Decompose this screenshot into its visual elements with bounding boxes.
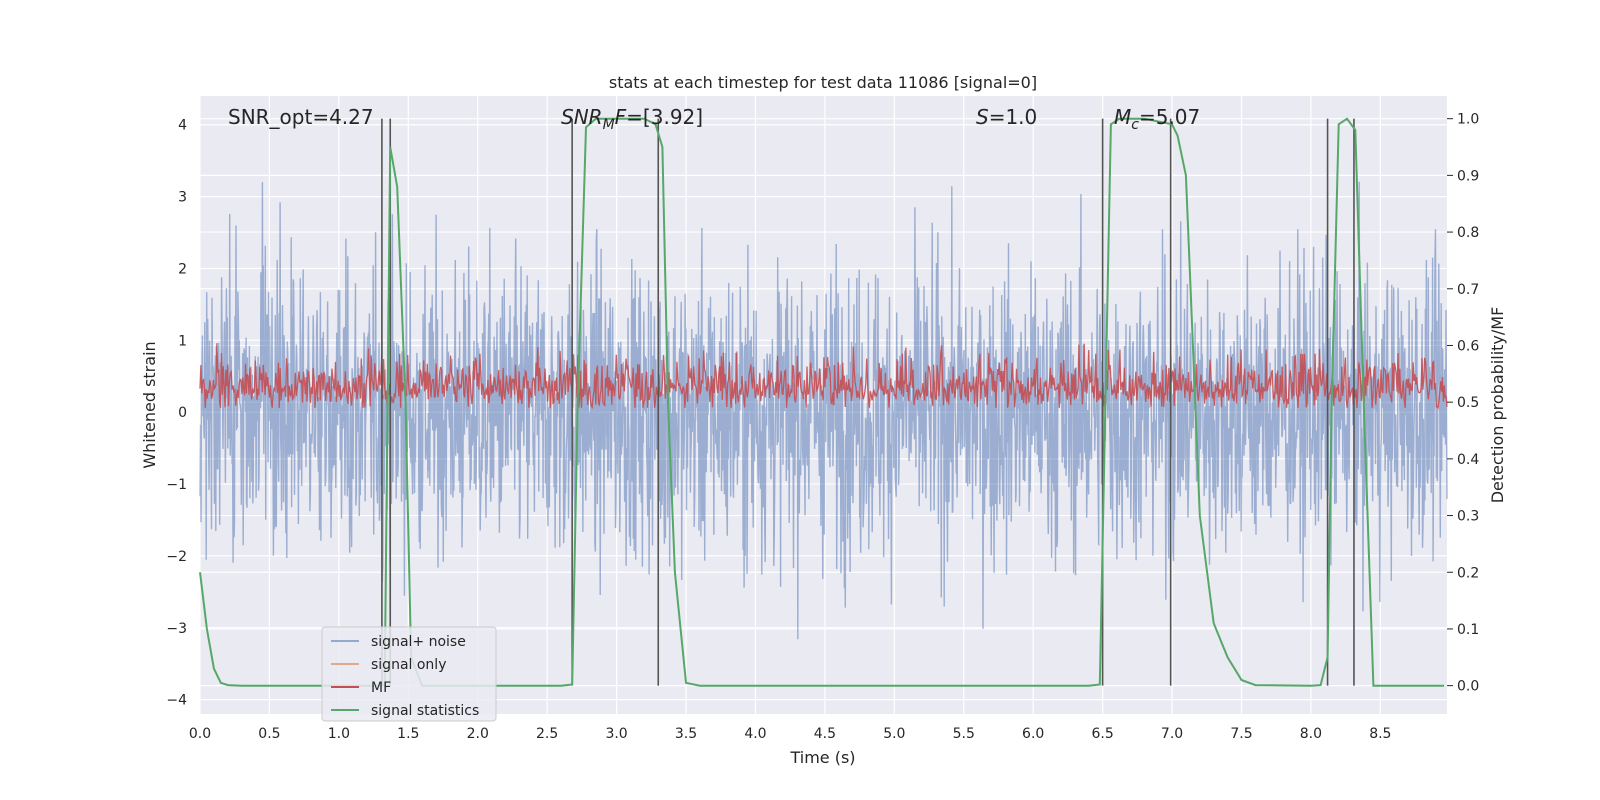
x-tick-label: 2.0 [467, 726, 489, 742]
y-tick-label: 0 [178, 405, 187, 421]
x-tick-label: 8.5 [1369, 726, 1391, 742]
x-tick-label: 6.0 [1022, 726, 1044, 742]
y-tick-label: 1 [178, 333, 187, 349]
series-signal-noise [199, 181, 1448, 640]
y-axis-label: Whitened strain [140, 341, 159, 468]
y2-tick-label: 1.0 [1457, 112, 1479, 128]
x-tick-label: 7.0 [1161, 726, 1183, 742]
x-tick-label: 5.0 [883, 726, 905, 742]
y2-tick-label: 0.0 [1457, 679, 1479, 695]
x-tick-label: 5.5 [953, 726, 975, 742]
x-tick-label: 1.5 [397, 726, 419, 742]
y2-tick-label: 0.1 [1457, 622, 1479, 638]
legend-label-signal-only: signal only [371, 657, 446, 673]
y-tick-label: −1 [166, 477, 187, 493]
y2-tick-label: 0.4 [1457, 452, 1479, 468]
legend-label-signal-noise: signal+ noise [371, 634, 466, 650]
y2-tick-label: 0.3 [1457, 509, 1479, 525]
x-tick-label: 4.5 [814, 726, 836, 742]
y-tick-label: 2 [178, 261, 187, 277]
chart-title: stats at each timestep for test data 110… [609, 73, 1037, 92]
x-tick-label: 3.5 [675, 726, 697, 742]
y2-axis-label: Detection probability/MF [1488, 307, 1507, 504]
x-tick-label: 1.0 [328, 726, 350, 742]
x-tick-label: 2.5 [536, 726, 558, 742]
vertical-markers [381, 118, 1355, 686]
x-tick-label: 3.0 [605, 726, 627, 742]
x-axis-label: Time (s) [789, 748, 855, 767]
legend-label-mf: MF [371, 680, 391, 696]
annotation-s: S=1.0 [976, 105, 1037, 129]
y2-tick-label: 0.2 [1457, 565, 1479, 581]
x-tick-label: 7.5 [1230, 726, 1252, 742]
mf-line [199, 343, 1448, 410]
y-tick-label: 3 [178, 190, 187, 206]
y2-tick-label: 0.6 [1457, 338, 1479, 354]
x-axis-ticks: 0.0 0.5 1.0 1.5 2.0 2.5 3.0 3.5 4.0 4.5 5.0 5.5 6.0 6… [189, 726, 1392, 742]
annotation-snr-opt: SNR_opt=4.27 [228, 105, 374, 129]
y2-tick-label: 0.8 [1457, 225, 1479, 241]
y2-tick-label: 0.9 [1457, 168, 1479, 184]
y-tick-label: −2 [166, 549, 187, 565]
y2-tick-label: 0.7 [1457, 282, 1479, 298]
x-tick-label: 0.5 [258, 726, 280, 742]
y-axis-ticks: 4 3 2 1 0 −1 −2 −3 −4 [166, 118, 187, 709]
noise-line [199, 181, 1448, 640]
y-tick-label: 4 [178, 118, 187, 134]
y2-axis-ticks: 1.0 0.9 0.8 0.7 0.6 0.5 0.4 0.3 0.2 0.1 0.0 [1447, 112, 1479, 695]
legend: signal+ noise signal only MF signal stat… [321, 626, 497, 722]
y2-tick-label: 0.5 [1457, 395, 1479, 411]
x-tick-label: 8.0 [1300, 726, 1322, 742]
y-tick-label: −4 [166, 693, 187, 709]
legend-box [321, 626, 497, 722]
y-tick-label: −3 [166, 621, 187, 637]
annotation-mc: Mc=5.07 [1114, 105, 1200, 133]
x-tick-label: 6.5 [1091, 726, 1113, 742]
series-mf [199, 343, 1448, 410]
legend-label-signal-statistics: signal statistics [371, 703, 479, 719]
x-tick-label: 0.0 [189, 726, 211, 742]
annotation-snr-mf: SNRMF=[3.92] [561, 105, 703, 133]
x-tick-label: 4.0 [744, 726, 766, 742]
